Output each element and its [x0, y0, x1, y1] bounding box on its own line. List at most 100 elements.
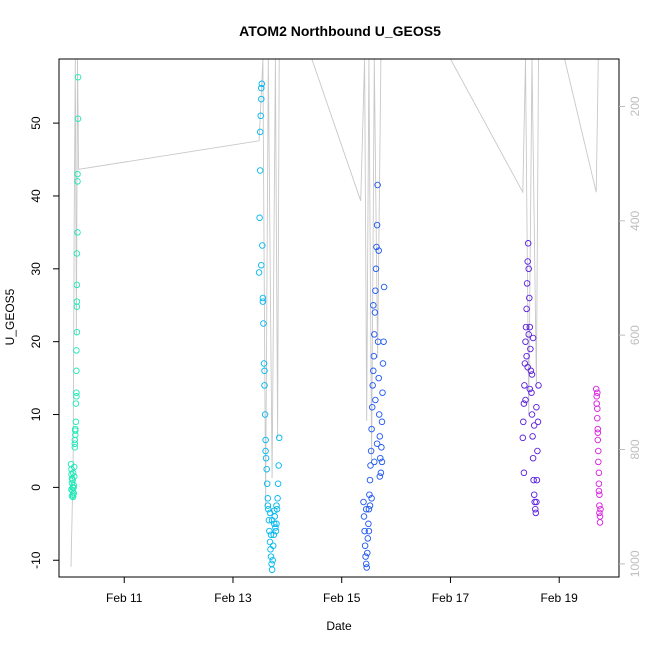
data-point-s1-13 [261, 411, 269, 418]
data-point-s4-4 [594, 425, 602, 433]
data-point-s4-0 [592, 385, 600, 393]
data-point-s1-39 [275, 434, 283, 442]
data-point-s1-38 [275, 462, 282, 469]
data-point-s1-36 [274, 495, 281, 502]
data-point-s0-32 [69, 476, 76, 484]
data-point-s4-16 [594, 429, 602, 436]
data-point-s2-2 [361, 527, 368, 535]
y-tick-label-5: 40 [29, 189, 43, 203]
data-point-s2-32 [377, 469, 385, 477]
data-point-s1-9 [259, 298, 267, 305]
data-point-s1-32 [272, 524, 279, 531]
data-point-s2-34 [378, 418, 386, 426]
data-point-s2-45 [370, 302, 377, 309]
data-point-s2-4 [362, 553, 369, 560]
data-point-s1-46 [268, 516, 276, 524]
data-point-s2-43 [376, 473, 384, 480]
plot-area: -10 0 10 20 30 40 50 Feb 11 Feb 13 Feb 15 Feb 17 Fe… [29, 58, 642, 605]
data-point-s4-9 [595, 480, 603, 487]
data-point-s3-14 [527, 345, 534, 353]
data-point-s0-37 [72, 427, 79, 434]
data-point-s3-21 [530, 491, 538, 498]
data-point-s2-28 [375, 374, 382, 382]
data-point-s3-35 [530, 422, 538, 429]
data-point-s1-30 [271, 520, 278, 528]
data-point-s2-23 [372, 265, 380, 273]
data-point-s1-40 [258, 261, 265, 269]
data-point-s2-35 [379, 389, 386, 396]
data-point-s1-18 [264, 495, 272, 502]
data-point-s0-13 [71, 444, 79, 451]
data-point-s2-1 [360, 513, 368, 520]
data-point-s0-33 [68, 486, 75, 493]
data-point-s4-2 [594, 405, 601, 412]
data-point-s2-10 [365, 505, 373, 513]
data-point-s1-49 [267, 531, 275, 538]
data-point-s3-9 [524, 258, 531, 265]
data-point-s3-38 [523, 352, 530, 360]
data-point-s1-42 [261, 367, 268, 375]
data-point-s4-6 [595, 447, 602, 455]
data-point-s4-15 [593, 400, 600, 407]
x-tick-label-3: Feb 17 [432, 591, 470, 605]
x-tick-label-4: Feb 19 [541, 591, 579, 605]
data-point-s2-12 [366, 476, 374, 484]
data-point-s3-30 [520, 469, 528, 477]
data-point-s3-1 [520, 418, 527, 426]
x-axis-label: Date [326, 619, 352, 633]
data-point-s4-14 [597, 505, 604, 513]
data-point-s0-17 [72, 418, 80, 426]
data-point-s0-8 [69, 493, 77, 501]
data-point-s3-36 [533, 403, 540, 411]
data-point-s2-46 [375, 247, 382, 254]
data-point-s1-3 [256, 128, 264, 136]
data-point-s2-36 [379, 360, 387, 367]
data-point-s2-38 [380, 283, 388, 291]
data-point-s1-24 [267, 553, 275, 560]
data-point-s3-39 [529, 334, 537, 342]
data-point-s3-18 [529, 433, 536, 440]
data-point-s3-16 [528, 389, 535, 396]
data-point-s1-15 [262, 454, 270, 462]
data-point-s0-36 [71, 440, 79, 447]
data-point-s4-1 [593, 393, 600, 400]
data-point-s3-23 [532, 505, 539, 513]
data-point-s1-21 [266, 527, 273, 535]
data-point-s1-29 [270, 531, 278, 538]
p-tick-label-2: 600 [628, 325, 642, 345]
data-point-s1-5 [258, 95, 265, 103]
data-point-s3-19 [529, 454, 537, 462]
data-point-s1-7 [258, 80, 266, 88]
p-tick-label-4: 1000 [628, 550, 642, 577]
data-point-s3-3 [521, 382, 528, 389]
data-point-s1-10 [260, 320, 267, 327]
data-point-s3-2 [520, 400, 528, 407]
data-point-s2-31 [377, 454, 384, 462]
data-point-s1-11 [260, 360, 268, 367]
data-point-s2-14 [367, 447, 375, 455]
data-point-s0-29 [74, 115, 82, 122]
data-point-s2-25 [373, 221, 381, 229]
y-tick-label-3: 20 [29, 335, 43, 349]
data-point-s3-4 [521, 360, 529, 367]
data-point-s4-17 [595, 487, 603, 495]
data-point-s3-17 [528, 411, 536, 418]
data-point-s1-2 [256, 167, 264, 174]
data-point-s3-0 [519, 434, 527, 442]
data-point-s3-33 [526, 385, 534, 393]
data-point-s3-24 [532, 509, 540, 517]
data-point-s0-23 [73, 303, 81, 310]
data-point-s2-33 [378, 444, 385, 451]
data-point-s0-38 [73, 393, 80, 400]
data-point-s1-6 [258, 84, 265, 92]
data-point-s2-19 [370, 352, 378, 360]
data-point-s2-49 [366, 502, 374, 509]
data-point-s4-3 [594, 414, 601, 422]
data-point-s2-26 [374, 181, 381, 189]
data-point-s3-15 [527, 367, 535, 375]
data-point-s4-8 [595, 469, 603, 477]
data-point-s1-20 [265, 516, 273, 524]
data-point-s3-11 [525, 265, 532, 273]
y-tick-label-4: 30 [29, 262, 43, 276]
